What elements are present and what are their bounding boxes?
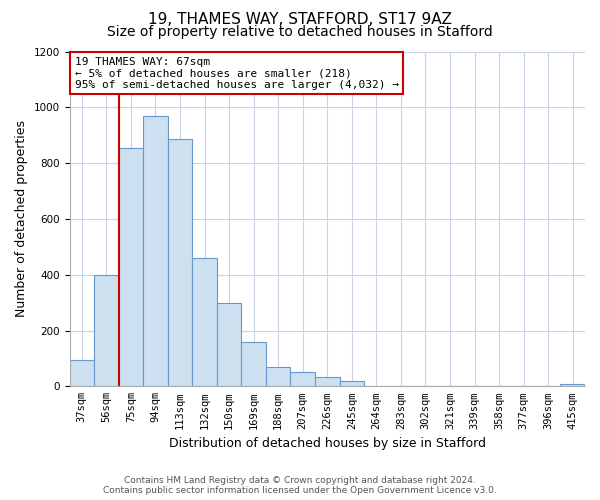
Bar <box>315 378 340 386</box>
Bar <box>119 148 143 386</box>
Bar <box>168 140 192 386</box>
Bar <box>266 367 290 386</box>
Bar <box>70 360 94 386</box>
Text: 19 THAMES WAY: 67sqm
← 5% of detached houses are smaller (218)
95% of semi-detac: 19 THAMES WAY: 67sqm ← 5% of detached ho… <box>74 56 398 90</box>
Text: 19, THAMES WAY, STAFFORD, ST17 9AZ: 19, THAMES WAY, STAFFORD, ST17 9AZ <box>148 12 452 28</box>
Text: Size of property relative to detached houses in Stafford: Size of property relative to detached ho… <box>107 25 493 39</box>
Bar <box>143 116 168 386</box>
Bar <box>241 342 266 386</box>
Bar <box>560 384 585 386</box>
Bar <box>290 372 315 386</box>
Y-axis label: Number of detached properties: Number of detached properties <box>15 120 28 318</box>
Bar <box>94 274 119 386</box>
Bar <box>340 382 364 386</box>
Bar <box>192 258 217 386</box>
Bar <box>217 302 241 386</box>
X-axis label: Distribution of detached houses by size in Stafford: Distribution of detached houses by size … <box>169 437 486 450</box>
Text: Contains HM Land Registry data © Crown copyright and database right 2024.
Contai: Contains HM Land Registry data © Crown c… <box>103 476 497 495</box>
